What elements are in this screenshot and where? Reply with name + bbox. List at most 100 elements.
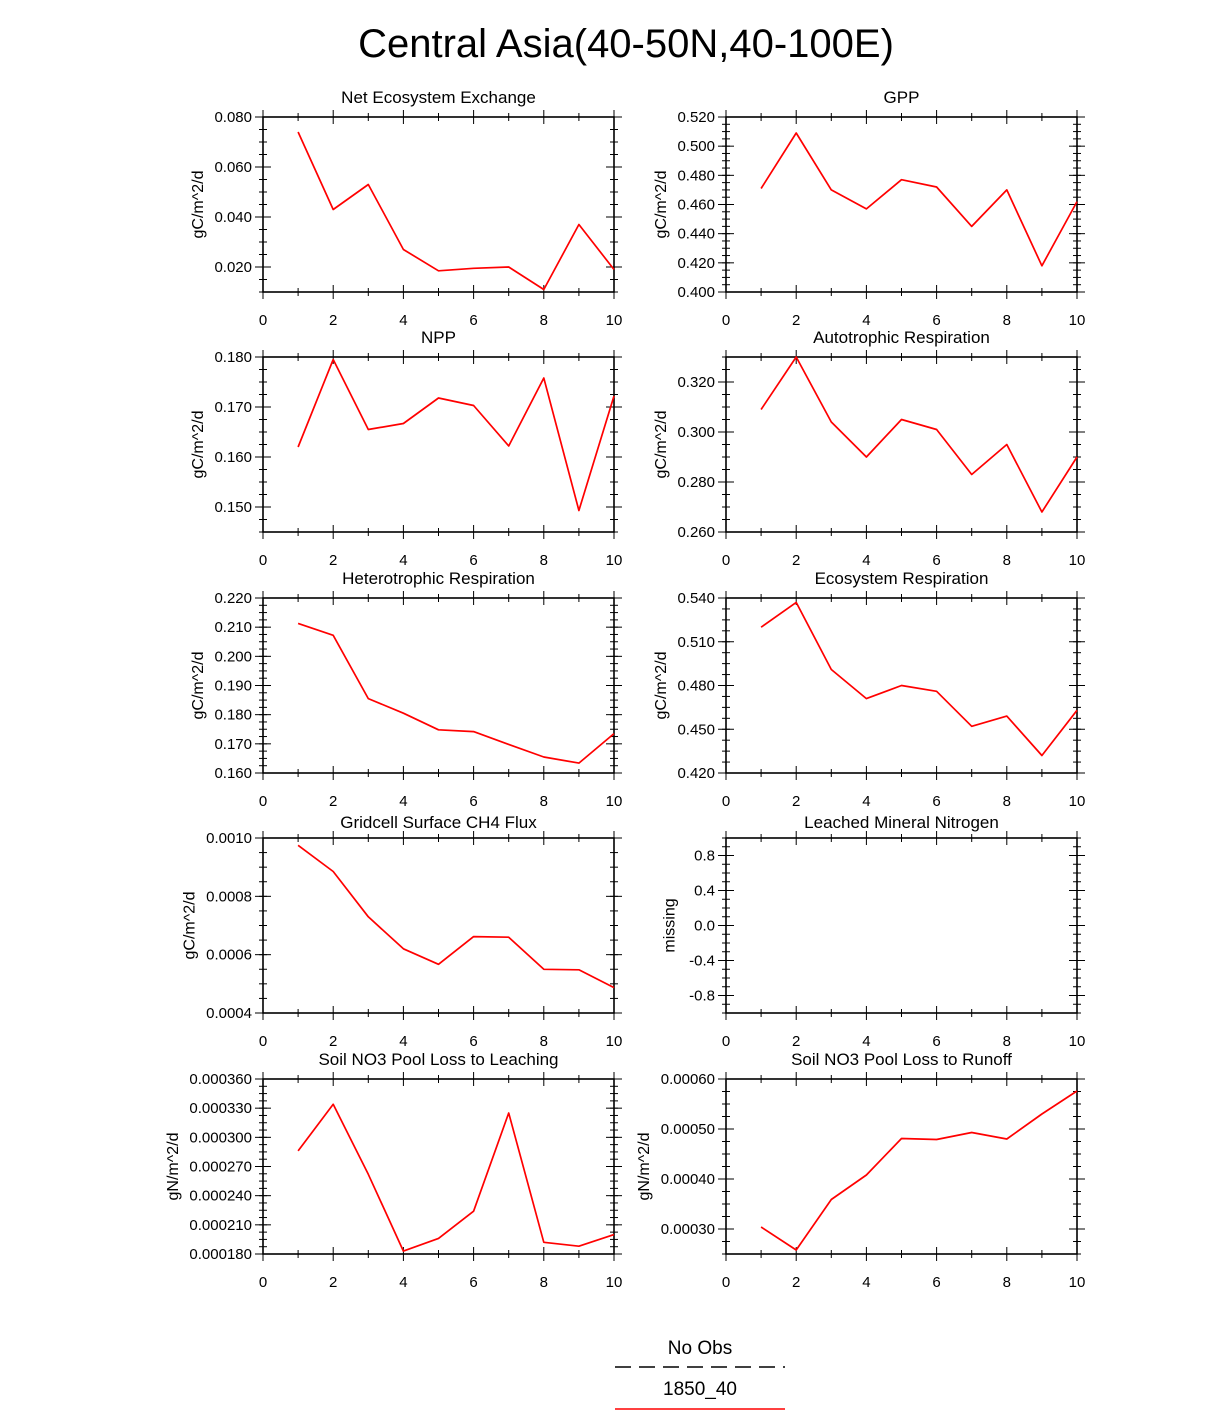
series-line-0	[297, 622, 615, 764]
x-tick-label: 10	[606, 312, 623, 329]
series-line-0	[760, 132, 1078, 267]
x-tick-label: 2	[329, 793, 337, 810]
y-tick-label: 0.0008	[206, 888, 252, 905]
y-tick-label: 0.420	[677, 765, 715, 782]
y-axis-label: gC/m^2/d	[182, 892, 199, 960]
x-tick-label: 8	[1003, 552, 1011, 569]
x-tick-label: 4	[862, 552, 870, 569]
y-tick-label: 0.000330	[189, 1100, 252, 1117]
panel-title: Net Ecosystem Exchange	[341, 88, 536, 107]
x-tick-label: 4	[399, 1274, 407, 1291]
x-tick-label: 0	[722, 1033, 730, 1050]
x-tick-label: 2	[792, 552, 800, 569]
x-tick-label: 4	[862, 1033, 870, 1050]
x-tick-label: 0	[722, 552, 730, 569]
figure-title: Central Asia(40-50N,40-100E)	[358, 22, 894, 66]
x-tick-label: 2	[329, 1274, 337, 1291]
panel-6: Gridcell Surface CH4 Flux 0 2 4 6 8 10 0.0004 0.…	[182, 813, 623, 1050]
y-tick-label: 0.460	[677, 197, 715, 214]
y-tick-label: 0.080	[214, 109, 252, 126]
y-tick-label: 0.160	[214, 765, 252, 782]
x-tick-label: 4	[862, 793, 870, 810]
x-tick-label: 0	[259, 1274, 267, 1291]
x-tick-label: 8	[1003, 312, 1011, 329]
x-tick-label: 0	[722, 793, 730, 810]
y-tick-label: 0.450	[677, 721, 715, 738]
y-tick-label: 0.0	[694, 918, 715, 935]
y-tick-label: -0.8	[689, 988, 715, 1005]
y-tick-label: 0.8	[694, 848, 715, 865]
x-tick-label: 6	[932, 793, 940, 810]
y-tick-label: 0.480	[677, 678, 715, 695]
y-tick-label: 0.170	[214, 399, 252, 416]
x-tick-label: 6	[469, 793, 477, 810]
x-tick-label: 6	[469, 552, 477, 569]
x-tick-label: 2	[792, 1033, 800, 1050]
y-axis-label: missing	[661, 898, 678, 952]
y-tick-label: 0.300	[677, 424, 715, 441]
y-tick-label: 0.510	[677, 634, 715, 651]
y-tick-label: 0.180	[214, 707, 252, 724]
x-tick-label: 10	[1069, 1033, 1086, 1050]
y-tick-label: 0.00060	[661, 1071, 715, 1088]
plot-frame	[725, 837, 1078, 1014]
y-tick-label: 0.440	[677, 226, 715, 243]
y-tick-label: 0.400	[677, 284, 715, 301]
y-tick-label: 0.020	[214, 259, 252, 276]
y-axis-label: gN/m^2/d	[165, 1133, 182, 1201]
x-tick-label: 10	[606, 552, 623, 569]
legend-label-0: No Obs	[668, 1338, 732, 1359]
series-line-0	[297, 358, 615, 512]
x-tick-label: 6	[932, 1274, 940, 1291]
x-tick-label: 0	[259, 793, 267, 810]
x-tick-label: 0	[259, 312, 267, 329]
x-tick-label: 0	[722, 1274, 730, 1291]
x-tick-label: 10	[606, 793, 623, 810]
x-tick-label: 8	[1003, 793, 1011, 810]
y-axis-label: gN/m^2/d	[636, 1133, 653, 1201]
x-tick-label: 6	[469, 1033, 477, 1050]
x-tick-label: 6	[932, 312, 940, 329]
x-tick-label: 10	[1069, 793, 1086, 810]
y-tick-label: 0.150	[214, 499, 252, 516]
panel-title: NPP	[421, 328, 456, 347]
y-tick-label: 0.0006	[206, 947, 252, 964]
series-line-0	[297, 1103, 615, 1252]
y-tick-label: 0.0010	[206, 830, 252, 847]
y-tick-label: 0.000300	[189, 1129, 252, 1146]
x-tick-label: 6	[932, 1033, 940, 1050]
x-tick-label: 10	[1069, 552, 1086, 569]
x-tick-label: 2	[792, 1274, 800, 1291]
x-tick-label: 2	[792, 793, 800, 810]
y-tick-label: 0.500	[677, 138, 715, 155]
panel-0: Net Ecosystem Exchange 0 2 4 6 8 10 0.020 0.040 0…	[190, 88, 622, 329]
y-axis-label: gC/m^2/d	[190, 652, 207, 720]
x-tick-label: 0	[259, 552, 267, 569]
y-tick-label: 0.320	[677, 374, 715, 391]
y-tick-label: 0.000210	[189, 1217, 252, 1234]
x-tick-label: 6	[932, 552, 940, 569]
y-tick-label: 0.280	[677, 474, 715, 491]
plot-frame	[262, 1078, 615, 1255]
y-tick-label: 0.000180	[189, 1246, 252, 1263]
plot-frame	[262, 837, 615, 1014]
panel-5: Ecosystem Respiration 0 2 4 6 8 10 0.420 0.450 0.…	[653, 569, 1085, 810]
panel-title: Gridcell Surface CH4 Flux	[340, 813, 537, 832]
y-tick-label: 0.260	[677, 524, 715, 541]
x-tick-label: 4	[399, 793, 407, 810]
y-axis-label: gC/m^2/d	[190, 171, 207, 239]
panel-7: Leached Mineral Nitrogen 0 2 4 6 8 10 -0.8 -0.4 0…	[661, 813, 1085, 1050]
x-tick-label: 2	[329, 552, 337, 569]
plot-frame	[262, 116, 615, 293]
y-tick-label: 0.000270	[189, 1159, 252, 1176]
x-tick-label: 10	[606, 1274, 623, 1291]
panel-3: Autotrophic Respiration 0 2 4 6 8 10 0.260 0.280…	[653, 328, 1085, 569]
y-tick-label: 0.210	[214, 619, 252, 636]
y-tick-label: 0.170	[214, 736, 252, 753]
y-tick-label: 0.420	[677, 255, 715, 272]
panel-title: Autotrophic Respiration	[813, 328, 990, 347]
x-tick-label: 0	[259, 1033, 267, 1050]
series-line-0	[297, 844, 615, 989]
y-tick-label: 0.040	[214, 209, 252, 226]
y-tick-label: 0.180	[214, 349, 252, 366]
